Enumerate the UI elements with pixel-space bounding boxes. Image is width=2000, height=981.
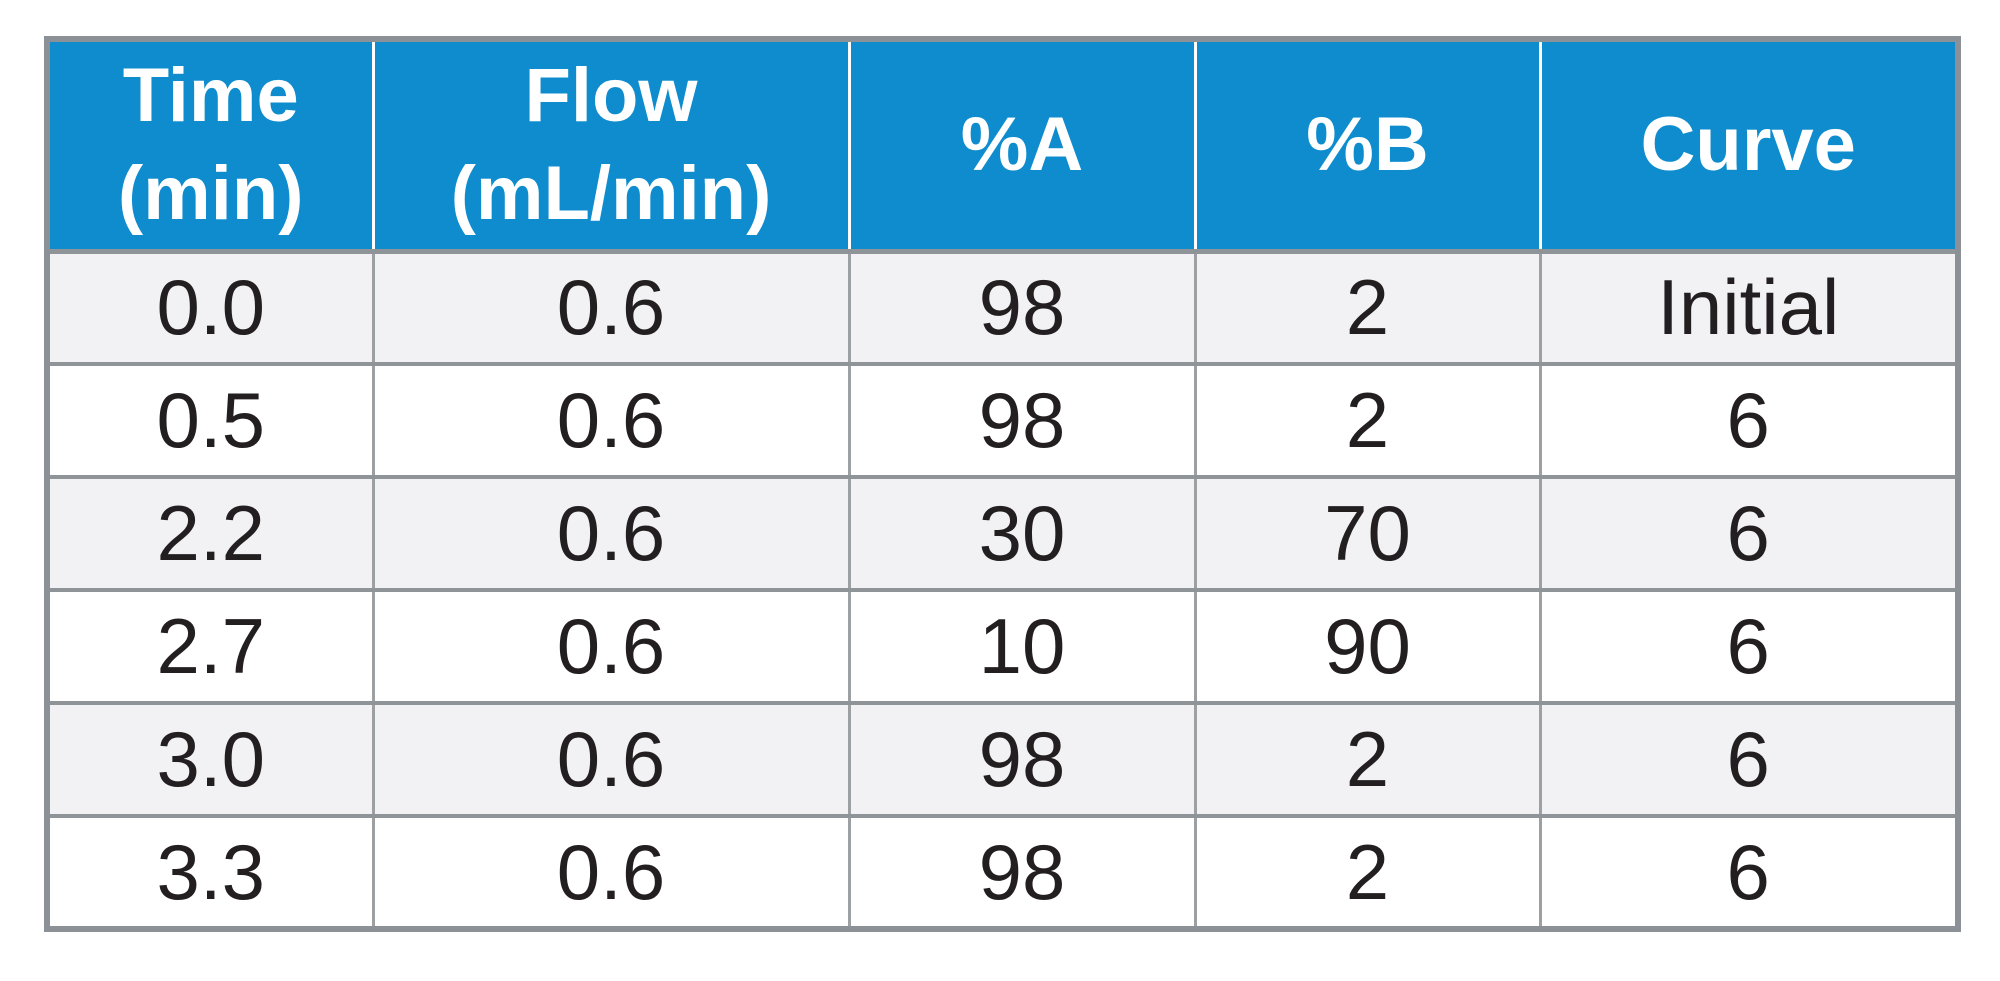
table-body: 0.0 0.6 98 2 Initial 0.5 0.6 98 2 6 2.2 … bbox=[45, 249, 1960, 931]
cell-time: 2.7 bbox=[45, 588, 375, 705]
column-header-percent-a: %A bbox=[847, 39, 1197, 254]
table-row: 2.7 0.6 10 90 6 bbox=[45, 588, 1960, 705]
column-header-flow-line2: (mL/min) bbox=[450, 151, 772, 237]
table-header-row: Time (min) Flow (mL/min) %A %B Curve bbox=[45, 39, 1960, 254]
gradient-table: Time (min) Flow (mL/min) %A %B Curve bbox=[44, 36, 1961, 932]
column-header-curve-line1: Curve bbox=[1640, 102, 1856, 188]
cell-percent-b: 2 bbox=[1193, 701, 1542, 818]
column-header-flow: Flow (mL/min) bbox=[371, 39, 851, 254]
table-row: 3.0 0.6 98 2 6 bbox=[45, 701, 1960, 818]
cell-curve: 6 bbox=[1538, 362, 1960, 479]
table-row: 0.5 0.6 98 2 6 bbox=[45, 362, 1960, 479]
cell-time: 3.3 bbox=[45, 814, 375, 931]
gradient-table-figure: Time (min) Flow (mL/min) %A %B Curve bbox=[44, 36, 1961, 932]
cell-percent-a: 10 bbox=[847, 588, 1197, 705]
column-header-time-line1: Time bbox=[122, 53, 299, 139]
cell-percent-a: 98 bbox=[847, 249, 1197, 366]
cell-percent-b: 2 bbox=[1193, 362, 1542, 479]
cell-percent-a: 98 bbox=[847, 814, 1197, 931]
cell-percent-b: 2 bbox=[1193, 814, 1542, 931]
cell-curve: 6 bbox=[1538, 588, 1960, 705]
cell-curve: 6 bbox=[1538, 475, 1960, 592]
cell-flow: 0.6 bbox=[371, 588, 851, 705]
cell-percent-b: 2 bbox=[1193, 249, 1542, 366]
cell-time: 2.2 bbox=[45, 475, 375, 592]
table-row: 0.0 0.6 98 2 Initial bbox=[45, 249, 1960, 366]
cell-curve: 6 bbox=[1538, 814, 1960, 931]
cell-percent-a: 98 bbox=[847, 362, 1197, 479]
column-header-curve: Curve bbox=[1538, 39, 1960, 254]
cell-time: 0.5 bbox=[45, 362, 375, 479]
cell-flow: 0.6 bbox=[371, 475, 851, 592]
cell-percent-a: 98 bbox=[847, 701, 1197, 818]
column-header-percent-b: %B bbox=[1193, 39, 1542, 254]
column-header-flow-line1: Flow bbox=[524, 53, 698, 139]
cell-percent-b: 70 bbox=[1193, 475, 1542, 592]
cell-flow: 0.6 bbox=[371, 249, 851, 366]
cell-percent-a: 30 bbox=[847, 475, 1197, 592]
column-header-percent-a-line1: %A bbox=[960, 102, 1084, 188]
cell-flow: 0.6 bbox=[371, 701, 851, 818]
cell-time: 0.0 bbox=[45, 249, 375, 366]
cell-time: 3.0 bbox=[45, 701, 375, 818]
column-header-time-line2: (min) bbox=[117, 151, 304, 237]
column-header-percent-b-line1: %B bbox=[1306, 102, 1429, 188]
cell-flow: 0.6 bbox=[371, 362, 851, 479]
cell-curve: 6 bbox=[1538, 701, 1960, 818]
cell-curve: Initial bbox=[1538, 249, 1960, 366]
cell-flow: 0.6 bbox=[371, 814, 851, 931]
column-header-time: Time (min) bbox=[45, 39, 375, 254]
table-row: 2.2 0.6 30 70 6 bbox=[45, 475, 1960, 592]
table-row: 3.3 0.6 98 2 6 bbox=[45, 814, 1960, 931]
cell-percent-b: 90 bbox=[1193, 588, 1542, 705]
